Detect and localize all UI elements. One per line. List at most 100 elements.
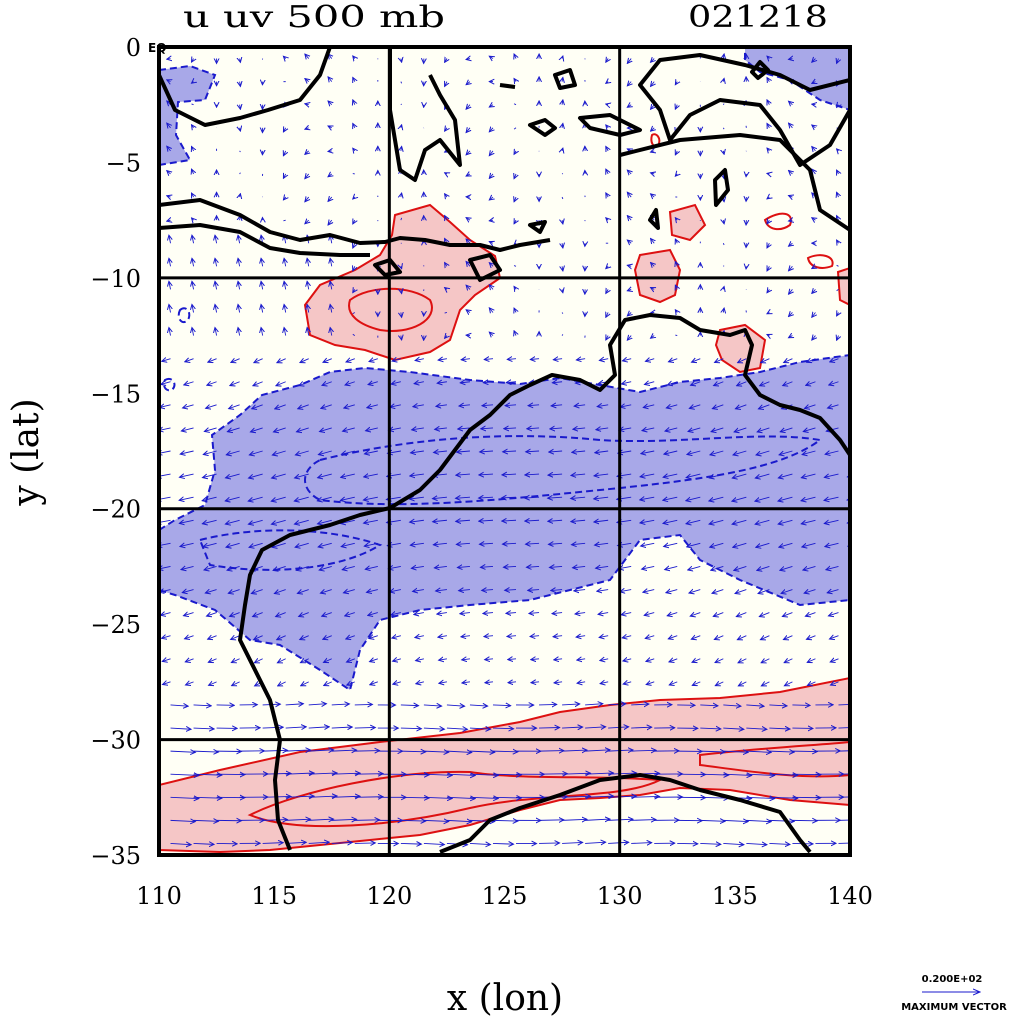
wind-vector xyxy=(837,240,839,243)
wind-vector xyxy=(192,125,194,128)
wind-vector xyxy=(183,405,194,408)
negative-contour-inner xyxy=(304,435,823,506)
wind-vector xyxy=(507,636,517,637)
wind-vector xyxy=(530,359,540,360)
wind-vector xyxy=(585,750,610,751)
wind-vector xyxy=(529,613,540,614)
wind-vector xyxy=(801,473,816,478)
wind-vector xyxy=(779,542,793,547)
wind-vector xyxy=(283,219,286,222)
wind-vector xyxy=(299,382,309,386)
wind-vector xyxy=(250,427,263,432)
wind-vector xyxy=(276,613,286,617)
wind-vector xyxy=(274,589,286,594)
wind-vector xyxy=(415,636,424,638)
wind-vector xyxy=(423,751,449,752)
wind-vector xyxy=(577,682,586,683)
wind-vector xyxy=(712,405,724,409)
wind-vector xyxy=(642,428,655,431)
wind-vector xyxy=(514,308,516,312)
wind-vector xyxy=(169,304,171,313)
wind-vector xyxy=(645,636,655,639)
coast-island-6 xyxy=(648,208,660,230)
wind-vector xyxy=(597,405,609,407)
wind-vector xyxy=(508,682,517,683)
wind-vector xyxy=(167,123,171,128)
equator-label: EQ xyxy=(148,41,166,55)
wind-vector xyxy=(838,773,850,775)
wind-vector xyxy=(789,266,793,270)
wind-vector xyxy=(297,427,309,432)
wind-vector xyxy=(651,263,655,267)
wind-vector xyxy=(169,235,171,244)
wind-vector xyxy=(179,497,194,500)
wind-vector xyxy=(324,682,332,686)
wind-vector xyxy=(502,474,517,475)
wind-vector xyxy=(239,172,241,175)
wind-vector xyxy=(167,146,171,151)
wind-vector xyxy=(722,103,725,105)
wind-vector xyxy=(307,281,309,290)
wind-vector xyxy=(400,728,422,729)
wind-vector xyxy=(606,266,608,268)
wind-vector xyxy=(308,819,334,820)
wind-vector xyxy=(262,750,288,751)
wind-vector xyxy=(390,590,401,592)
wind-vector xyxy=(651,238,655,243)
wind-vector xyxy=(368,382,378,385)
wind-vector xyxy=(549,451,563,452)
wind-vector xyxy=(597,590,609,592)
wind-vector xyxy=(262,843,284,844)
wind-vector xyxy=(167,171,171,174)
wind-vector xyxy=(527,566,540,567)
wind-vector xyxy=(318,451,332,455)
wind-vector xyxy=(738,359,747,363)
wind-vector xyxy=(276,382,286,386)
wind-vector xyxy=(651,288,655,290)
wind-vector xyxy=(778,473,793,478)
wind-vector xyxy=(436,590,447,591)
wind-vector xyxy=(400,81,403,84)
wind-vector xyxy=(331,727,353,728)
wind-vector xyxy=(305,151,309,154)
wind-vector xyxy=(666,405,678,408)
wind-vector xyxy=(295,519,309,524)
wind-vector xyxy=(767,334,769,335)
wind-vector xyxy=(318,519,332,524)
wind-vector xyxy=(575,613,586,614)
wind-vector xyxy=(492,797,521,798)
wind-vector xyxy=(229,405,240,409)
wind-vector xyxy=(675,262,677,267)
wind-vector xyxy=(600,682,609,684)
wind-vector xyxy=(641,451,655,454)
positive-region-east3 xyxy=(668,203,707,242)
wind-vector xyxy=(700,797,728,798)
wind-vector xyxy=(596,566,609,568)
wind-vector xyxy=(837,336,839,341)
wind-vector xyxy=(423,705,442,706)
wind-vector xyxy=(254,636,263,640)
wind-vector xyxy=(446,705,465,706)
wind-vector xyxy=(423,820,449,821)
wind-vector xyxy=(769,774,797,775)
wind-vector xyxy=(746,774,774,775)
wind-vector xyxy=(732,519,747,524)
coast-borneo xyxy=(159,47,332,127)
wind-vector xyxy=(185,636,194,639)
wind-vector xyxy=(514,151,516,154)
wind-vector xyxy=(732,496,747,501)
wind-vector xyxy=(644,613,655,616)
wind-vector xyxy=(167,101,171,105)
wind-vector xyxy=(484,636,494,637)
wind-vector xyxy=(668,382,678,385)
wind-vector xyxy=(479,474,494,475)
wind-vector xyxy=(320,590,332,594)
chart-title-left: u uv 500 mb xyxy=(183,0,445,35)
wind-vector xyxy=(700,843,721,844)
wind-vector xyxy=(423,797,452,798)
wind-vector xyxy=(308,796,337,797)
wind-vector xyxy=(667,613,678,616)
wind-vector xyxy=(690,613,701,617)
wind-vector xyxy=(207,382,217,386)
wind-vector xyxy=(254,659,263,663)
